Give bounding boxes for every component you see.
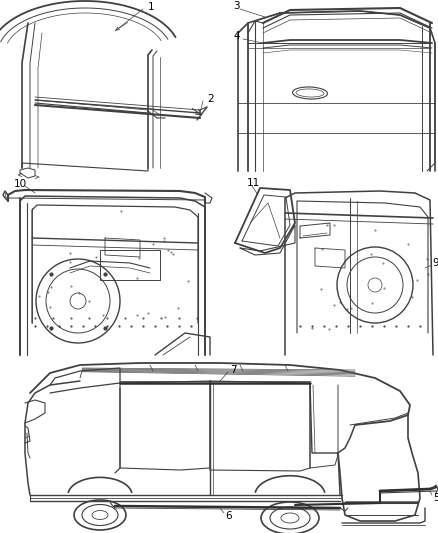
- Text: 2: 2: [207, 94, 214, 104]
- Text: 3: 3: [233, 1, 240, 11]
- Text: 7: 7: [230, 365, 237, 375]
- Text: 5: 5: [433, 493, 438, 503]
- Text: 6: 6: [225, 511, 232, 521]
- Text: 1: 1: [148, 2, 155, 12]
- Text: 11: 11: [247, 178, 260, 188]
- Text: 9: 9: [432, 258, 438, 268]
- Text: 10: 10: [14, 179, 27, 189]
- Text: 4: 4: [233, 31, 240, 41]
